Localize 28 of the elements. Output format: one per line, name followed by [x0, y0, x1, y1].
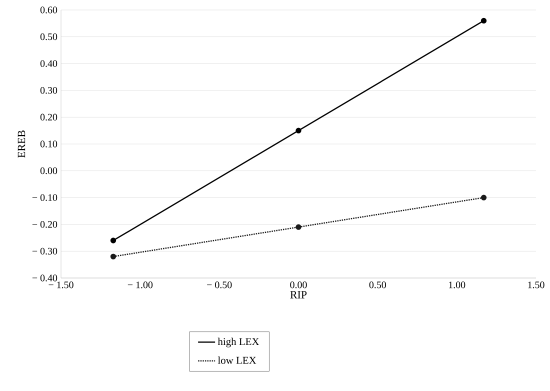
- y-axis-title: EREB: [18, 130, 26, 158]
- point: [296, 128, 302, 134]
- x-tick-label: − 0.50: [207, 282, 232, 288]
- y-tick-label: − 0.20: [32, 221, 58, 228]
- point: [480, 194, 487, 200]
- y-tick-label: 0.20: [40, 114, 58, 121]
- y-tick-label: − 0.30: [32, 248, 58, 255]
- y-tick-label: − 0.10: [32, 194, 58, 201]
- y-tick-label: − 0.40: [32, 274, 58, 282]
- x-tick-label: 1.50: [528, 282, 544, 288]
- y-tick-label: 0.40: [40, 60, 58, 67]
- point: [480, 18, 487, 24]
- y-tick-label: 0.60: [40, 6, 58, 14]
- legend-label: high LEX: [218, 338, 260, 348]
- x-tick-label: 1.00: [448, 282, 466, 288]
- x-tick-label: 0.00: [290, 282, 307, 288]
- point: [110, 254, 116, 260]
- point: [296, 224, 302, 230]
- x-tick-label: − 1.50: [48, 282, 74, 288]
- y-tick-label: 0.50: [40, 33, 58, 40]
- point: [110, 238, 116, 244]
- y-tick-label: 0.10: [40, 140, 58, 148]
- legend-label: low LEX: [218, 356, 256, 364]
- x-axis-title: RIP: [290, 291, 307, 298]
- y-tick-label: 0.00: [40, 167, 58, 174]
- y-tick-label: 0.30: [40, 87, 58, 94]
- x-tick-label: 0.50: [369, 282, 386, 288]
- x-tick-label: − 1.00: [128, 282, 153, 288]
